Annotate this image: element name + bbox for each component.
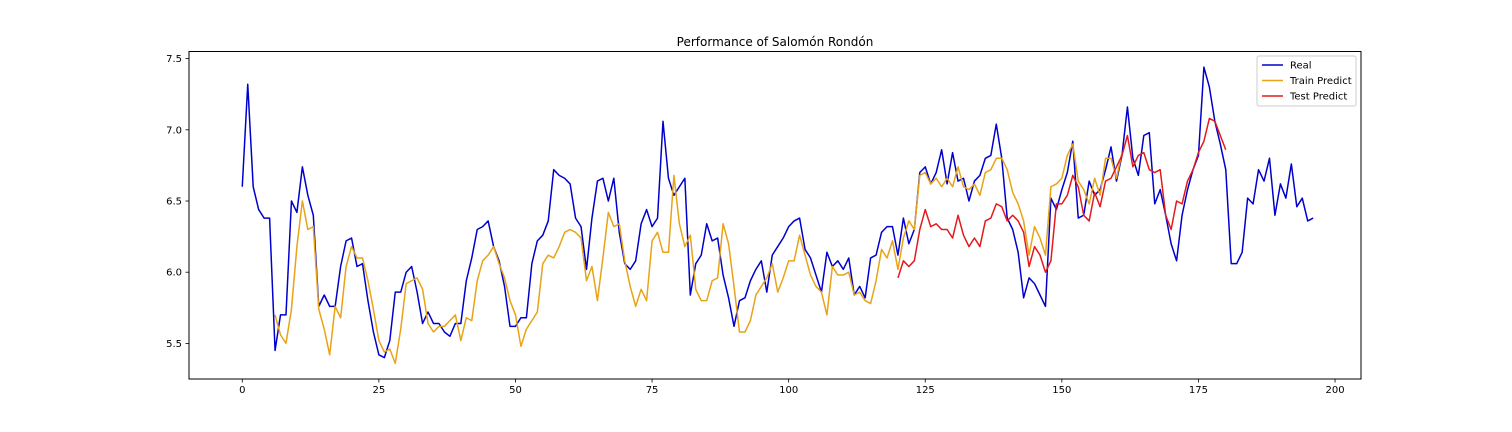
y-tick-label: 7.5	[166, 54, 182, 65]
legend: Real Train Predict Test Predict	[1256, 55, 1357, 107]
series-line-train-predict	[274, 143, 1123, 365]
axes-frame	[188, 51, 1362, 380]
y-tick-label: 7.0	[166, 125, 182, 136]
y-axis-ticks: 5.5 6.0 6.5 7.0 7.5	[166, 54, 189, 350]
x-tick-label: 200	[1325, 385, 1344, 396]
plot-lines	[241, 66, 1314, 365]
legend-label-real: Real	[1290, 61, 1312, 72]
x-tick-label: 150	[1052, 385, 1071, 396]
legend-label-test-predict: Test Predict	[1289, 92, 1347, 103]
chart-title: Performance of Salomón Rondón	[677, 35, 874, 49]
x-tick-label: 75	[646, 385, 659, 396]
legend-items: Real Train Predict Test Predict	[1262, 61, 1352, 103]
x-tick-label: 25	[373, 385, 386, 396]
legend-label-train-predict: Train Predict	[1289, 76, 1352, 87]
x-tick-label: 50	[509, 385, 522, 396]
y-tick-label: 5.5	[166, 339, 182, 350]
y-tick-label: 6.0	[166, 268, 182, 279]
y-tick-label: 6.5	[166, 197, 182, 208]
x-tick-label: 175	[1189, 385, 1208, 396]
x-tick-label: 125	[916, 385, 935, 396]
series-line-test-predict	[897, 117, 1227, 279]
legend-box	[1256, 55, 1357, 107]
x-tick-label: 0	[239, 385, 245, 396]
x-tick-label: 100	[779, 385, 798, 396]
x-axis-ticks: 0 25 50 75 100 125 150 175 200	[239, 379, 1345, 396]
